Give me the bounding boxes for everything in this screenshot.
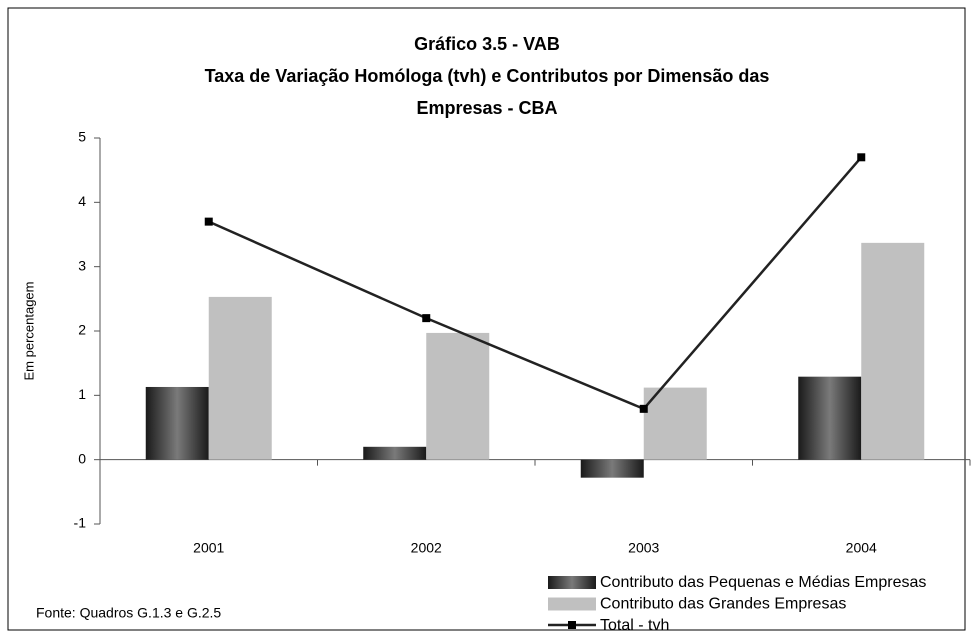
legend-label: Total - tvh <box>600 617 669 634</box>
line-marker <box>857 153 866 162</box>
y-tick-label: 1 <box>78 386 86 402</box>
chart-title: Gráfico 3.5 - VAB <box>414 34 560 54</box>
y-tick-label: 2 <box>78 322 86 338</box>
x-tick-label: 2003 <box>628 540 659 556</box>
bar <box>208 296 272 460</box>
line <box>208 156 863 411</box>
legend-label: Contributo das Grandes Empresas <box>600 596 846 613</box>
y-axis-label: Em percentagem <box>21 282 36 381</box>
line-marker <box>422 314 431 323</box>
bar <box>861 242 925 460</box>
y-tick-label: 0 <box>78 450 86 466</box>
bar <box>643 387 707 460</box>
legend-swatch <box>548 576 596 589</box>
bar <box>363 446 427 460</box>
legend-swatch <box>548 597 596 611</box>
legend-label: Contributo das Pequenas e Médias Empresa… <box>600 574 926 591</box>
legend-swatch <box>568 621 576 629</box>
bar <box>580 459 644 478</box>
chart-border <box>7 7 966 631</box>
x-tick-label: 2002 <box>411 540 442 556</box>
bar <box>798 376 862 460</box>
x-tick-label: 2001 <box>193 540 224 556</box>
bar <box>426 332 490 460</box>
y-tick-label: 5 <box>78 129 86 145</box>
source-note: Fonte: Quadros G.1.3 e G.2.5 <box>36 605 221 621</box>
y-tick-label: -1 <box>74 515 87 531</box>
y-tick-label: 4 <box>78 193 86 209</box>
chart-subtitle: Taxa de Variação Homóloga (tvh) e Contri… <box>204 66 770 118</box>
bar <box>145 386 209 460</box>
line-marker <box>204 217 213 226</box>
titles: Gráfico 3.5 - VAB Taxa de Variação Homól… <box>162 28 812 124</box>
line-marker <box>639 404 648 413</box>
y-tick-label: 3 <box>78 257 86 273</box>
x-tick-label: 2004 <box>846 540 877 556</box>
